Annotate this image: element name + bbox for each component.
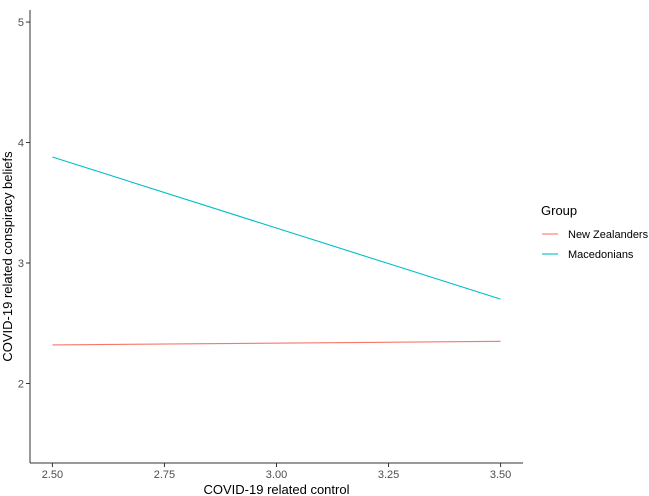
x-tick-label: 3.00: [266, 469, 287, 481]
plot-area: 2.50 2.75 3.00 3.25 3.50 2 3 4 5: [18, 10, 523, 481]
series-line-macedonians: [52, 156, 501, 300]
y-tick-label: 4: [18, 138, 24, 150]
x-axis-title: COVID-19 related control: [204, 482, 350, 496]
y-axis-title: COVID-19 related conspiracy beliefs: [0, 151, 15, 362]
x-tick-label: 2.75: [154, 469, 175, 481]
series-line-new-zealanders: [52, 340, 501, 346]
legend-label-macedonians: Macedonians: [568, 249, 634, 261]
y-tick-label: 3: [18, 258, 24, 270]
series-lines: [52, 156, 501, 346]
legend: Group New Zealanders Macedonians: [541, 203, 649, 261]
x-tick-label: 2.50: [42, 469, 63, 481]
legend-label-new-zealanders: New Zealanders: [568, 229, 649, 241]
y-tick-label: 5: [18, 17, 24, 29]
x-ticks: 2.50 2.75 3.00 3.25 3.50: [42, 463, 511, 481]
legend-title: Group: [541, 203, 577, 218]
x-tick-label: 3.25: [378, 469, 399, 481]
y-tick-label: 2: [18, 378, 24, 390]
legend-items: New Zealanders Macedonians: [542, 229, 649, 261]
x-tick-label: 3.50: [490, 469, 511, 481]
y-ticks: 2 3 4 5: [18, 17, 30, 390]
